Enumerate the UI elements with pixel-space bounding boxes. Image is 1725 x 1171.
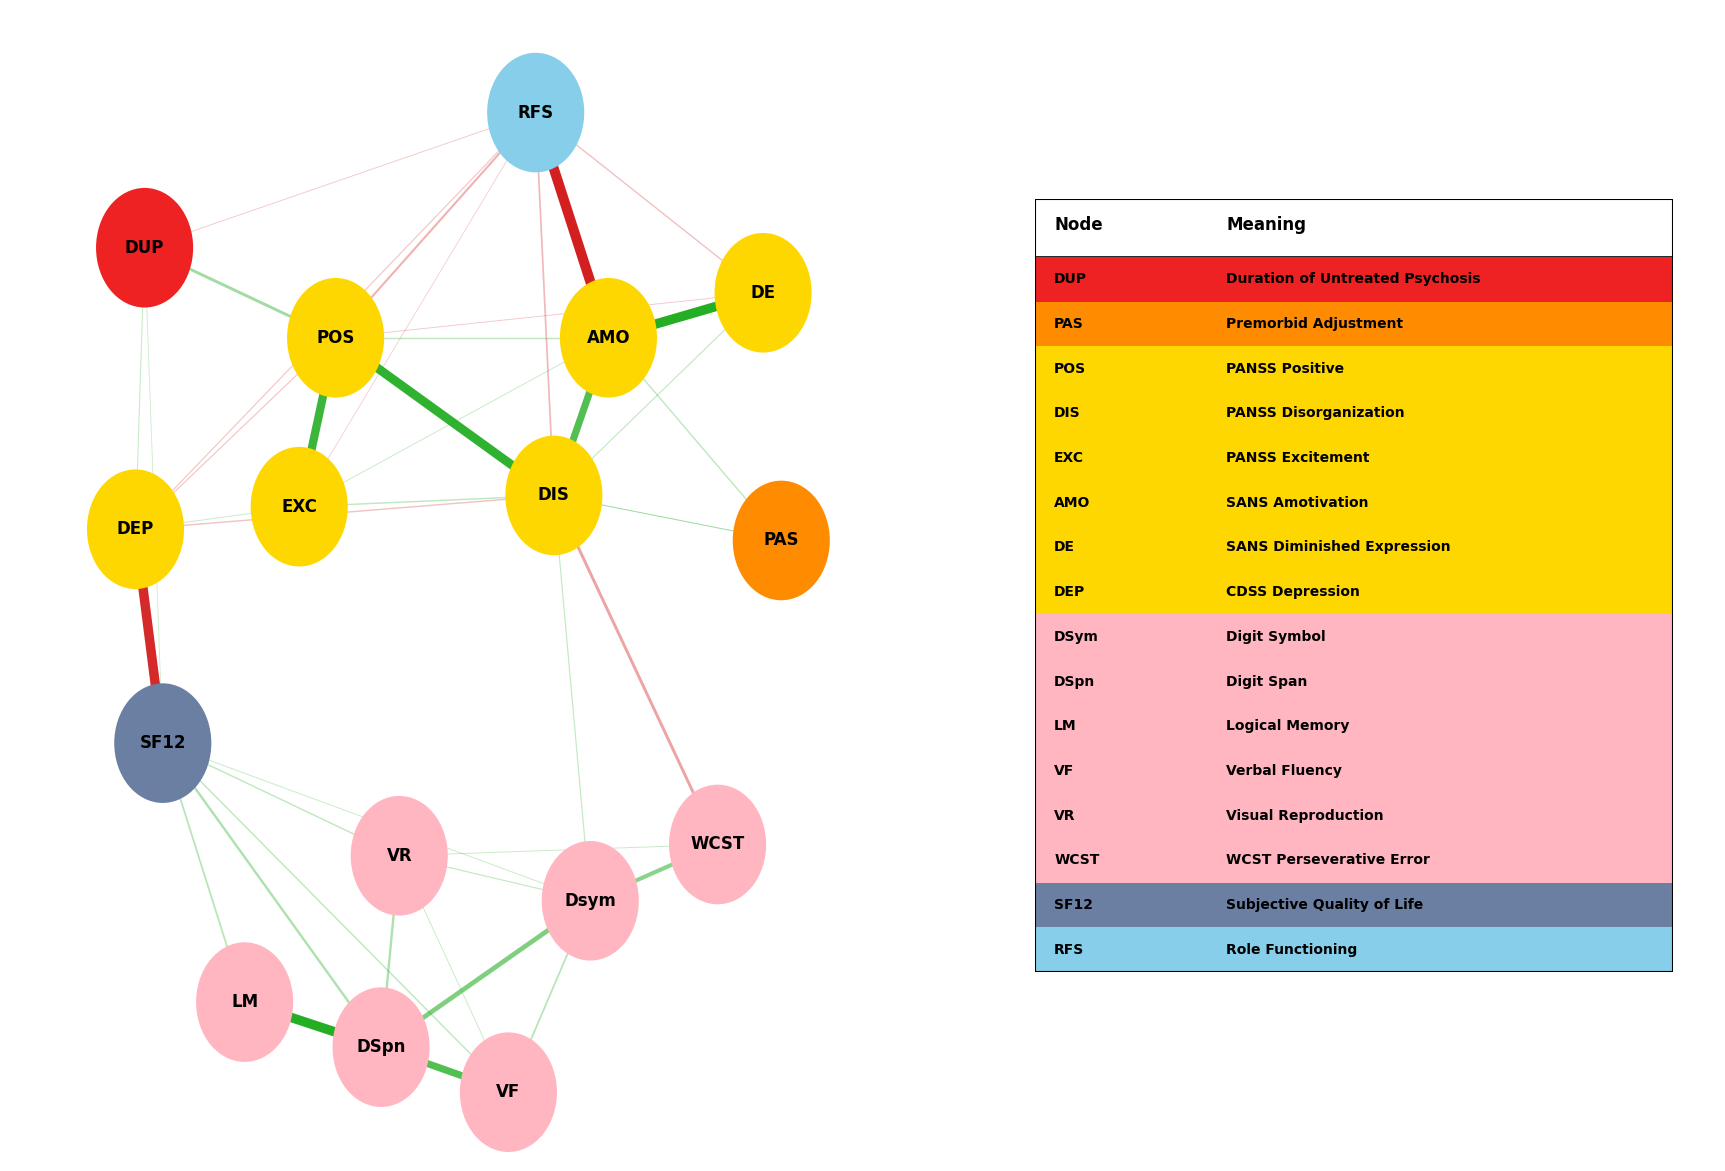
Bar <box>1035 436 1673 480</box>
Bar <box>1035 525 1673 570</box>
Text: Role Functioning: Role Functioning <box>1226 943 1358 957</box>
Text: POS: POS <box>316 329 355 347</box>
Circle shape <box>197 944 292 1061</box>
Bar <box>1035 347 1673 391</box>
Bar <box>1035 748 1673 793</box>
Text: Digit Span: Digit Span <box>1226 674 1308 689</box>
Text: LM: LM <box>1054 719 1076 733</box>
Circle shape <box>561 279 656 396</box>
Text: Digit Symbol: Digit Symbol <box>1226 630 1327 644</box>
Bar <box>1035 704 1673 748</box>
Text: DIS: DIS <box>1054 406 1082 420</box>
Text: PAS: PAS <box>764 532 799 549</box>
Circle shape <box>352 797 447 915</box>
Text: DSym: DSym <box>1054 630 1099 644</box>
Text: Premorbid Adjustment: Premorbid Adjustment <box>1226 317 1404 331</box>
Circle shape <box>716 234 811 351</box>
Bar <box>1035 302 1673 347</box>
Circle shape <box>507 437 602 554</box>
Text: EXC: EXC <box>281 498 317 515</box>
Text: VF: VF <box>497 1083 521 1101</box>
Text: Logical Memory: Logical Memory <box>1226 719 1351 733</box>
Bar <box>1035 659 1673 704</box>
Text: Visual Reproduction: Visual Reproduction <box>1226 808 1383 822</box>
Text: DIS: DIS <box>538 486 569 505</box>
Bar <box>1035 570 1673 615</box>
Text: RFS: RFS <box>1054 943 1085 957</box>
Text: Verbal Fluency: Verbal Fluency <box>1226 763 1342 778</box>
Circle shape <box>733 482 828 600</box>
Circle shape <box>671 786 764 903</box>
Text: WCST: WCST <box>1054 854 1099 868</box>
Bar <box>1035 793 1673 838</box>
Text: DEP: DEP <box>1054 586 1085 600</box>
Text: Meaning: Meaning <box>1226 217 1306 234</box>
Bar <box>1035 838 1673 883</box>
Bar <box>1035 480 1673 525</box>
Text: PANSS Positive: PANSS Positive <box>1226 362 1344 376</box>
Text: PAS: PAS <box>1054 317 1083 331</box>
Bar <box>1035 199 1673 256</box>
Text: VR: VR <box>1054 808 1076 822</box>
Bar <box>1035 391 1673 436</box>
Text: PANSS Excitement: PANSS Excitement <box>1226 451 1370 465</box>
Text: SANS Amotivation: SANS Amotivation <box>1226 495 1370 509</box>
Text: POS: POS <box>1054 362 1087 376</box>
Text: SANS Diminished Expression: SANS Diminished Expression <box>1226 541 1451 554</box>
Text: LM: LM <box>231 993 259 1011</box>
Circle shape <box>333 988 428 1105</box>
Circle shape <box>88 471 183 588</box>
Text: AMO: AMO <box>1054 495 1090 509</box>
Circle shape <box>116 685 210 802</box>
Text: RFS: RFS <box>518 103 554 122</box>
Text: Dsym: Dsym <box>564 892 616 910</box>
Text: EXC: EXC <box>1054 451 1083 465</box>
Text: Subjective Quality of Life: Subjective Quality of Life <box>1226 898 1423 912</box>
Circle shape <box>97 190 191 307</box>
Circle shape <box>288 279 383 396</box>
Text: DUP: DUP <box>1054 273 1087 287</box>
Text: WCST: WCST <box>690 835 745 854</box>
Text: VF: VF <box>1054 763 1075 778</box>
Text: DE: DE <box>750 283 776 302</box>
Circle shape <box>488 54 583 171</box>
Bar <box>1035 883 1673 927</box>
Bar <box>1035 256 1673 302</box>
Text: VR: VR <box>386 847 412 864</box>
Text: WCST Perseverative Error: WCST Perseverative Error <box>1226 854 1430 868</box>
Circle shape <box>543 842 638 959</box>
Text: Node: Node <box>1054 217 1102 234</box>
Bar <box>1035 927 1673 972</box>
Text: DUP: DUP <box>124 239 164 256</box>
Text: SF12: SF12 <box>140 734 186 752</box>
Text: DE: DE <box>1054 541 1075 554</box>
Text: DSpn: DSpn <box>357 1039 405 1056</box>
Text: CDSS Depression: CDSS Depression <box>1226 586 1361 600</box>
Text: AMO: AMO <box>586 329 630 347</box>
Text: Duration of Untreated Psychosis: Duration of Untreated Psychosis <box>1226 273 1482 287</box>
Text: DEP: DEP <box>117 520 154 539</box>
Text: SF12: SF12 <box>1054 898 1094 912</box>
Bar <box>1035 615 1673 659</box>
Circle shape <box>252 448 347 566</box>
Text: DSpn: DSpn <box>1054 674 1095 689</box>
Circle shape <box>461 1034 555 1151</box>
Text: PANSS Disorganization: PANSS Disorganization <box>1226 406 1406 420</box>
